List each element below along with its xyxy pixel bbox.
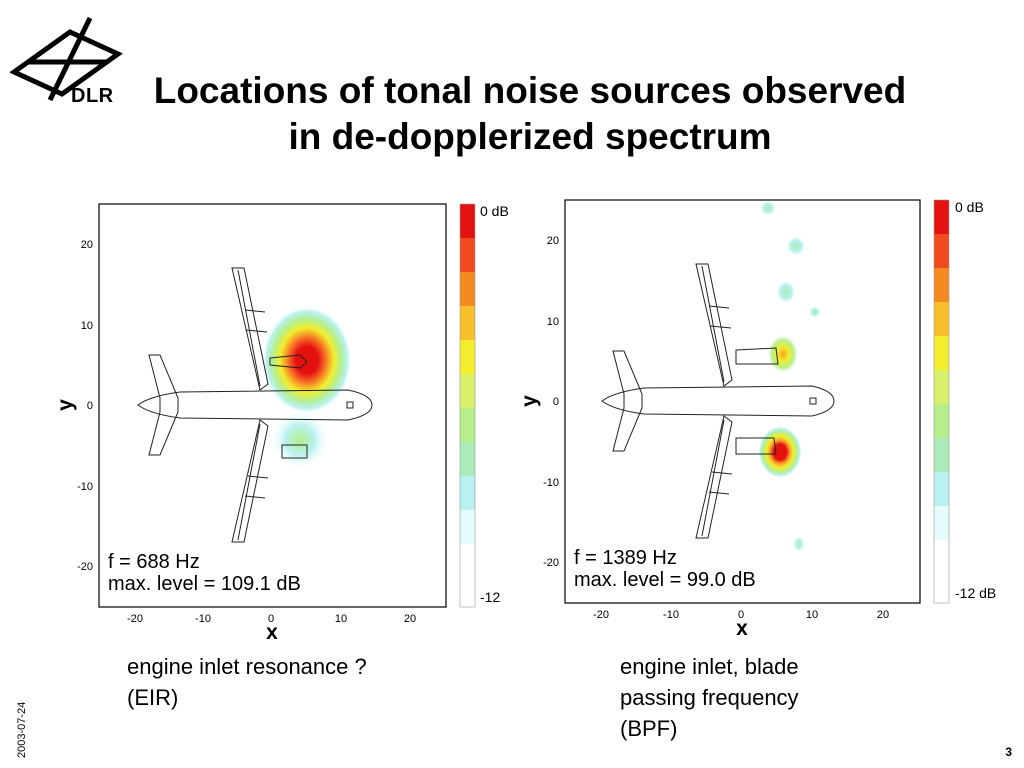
colorbar-segment: [934, 336, 949, 370]
colorbar-segment: [460, 408, 475, 442]
plot-frame: [564, 199, 921, 604]
y-tick-label: 0: [87, 400, 93, 412]
colorbar-segment: [460, 544, 475, 578]
colorbar-segment: [934, 234, 949, 268]
max-level-label: max. level = 99.0 dB: [574, 569, 756, 591]
x-tick-label: 10: [335, 613, 347, 625]
y-tick-label: 0: [553, 396, 559, 408]
y-axis: 20 10 0 -10 -20 y: [518, 235, 559, 569]
colorbar-segment: [460, 442, 475, 476]
slide-title: Locations of tonal noise sources observe…: [120, 68, 940, 160]
caption-bpf: engine inlet, blade passing frequency (B…: [620, 651, 799, 744]
x-tick-label: -10: [663, 609, 679, 621]
colorbar-segment: [460, 510, 475, 544]
x-tick-label: 0: [738, 609, 744, 621]
y-tick-label: -10: [543, 477, 559, 489]
noise-source-blob: [270, 410, 330, 470]
colorbar: 0 dB -12 dB: [933, 199, 996, 604]
x-tick-label: -20: [127, 613, 143, 625]
y-axis: 20 10 0 -10 -20 y: [54, 239, 93, 573]
y-tick-label: -20: [77, 561, 93, 573]
colorbar-bottom-label: -12: [480, 589, 500, 605]
x-axis: -20 -10 0 10 20 x: [593, 609, 889, 640]
colorbar-segment: [460, 238, 475, 272]
colorbar-segment: [460, 476, 475, 510]
colorbar-segment: [934, 540, 949, 574]
caption-line: engine inlet, blade: [620, 654, 799, 679]
caption-line: engine inlet resonance ?: [127, 654, 367, 679]
x-tick-label: 20: [877, 609, 889, 621]
colorbar-segment: [934, 302, 949, 336]
frequency-label: f = 1389 Hz: [574, 547, 677, 569]
y-axis-label: y: [54, 399, 77, 411]
y-tick-label: 20: [547, 235, 559, 247]
colorbar-segment: [934, 268, 949, 302]
noise-source-blob: [760, 200, 776, 216]
colorbar-segment: [934, 438, 949, 472]
slide-title-line-2: in de-dopplerized spectrum: [288, 116, 772, 157]
dlr-logo-icon: [10, 16, 123, 102]
colorbar-segment: [460, 306, 475, 340]
colorbar-segment: [460, 578, 475, 607]
y-tick-label: -10: [77, 481, 93, 493]
colorbar-segment: [934, 574, 949, 603]
colorbar-segment: [934, 472, 949, 506]
caption-line: passing frequency: [620, 685, 799, 710]
plot-frame: [98, 203, 447, 608]
caption-line: (EIR): [127, 685, 179, 710]
y-axis-label: y: [518, 395, 541, 407]
colorbar-segment: [934, 506, 949, 540]
x-axis: -20 -10 0 10 20 x: [127, 613, 416, 644]
slide-title-line-1: Locations of tonal noise sources observe…: [153, 70, 907, 111]
x-tick-label: 0: [268, 613, 274, 625]
colorbar-top-label: 0 dB: [480, 203, 509, 219]
slide-date: 2003-07-24: [16, 701, 28, 758]
colorbar: 0 dB -12: [459, 203, 509, 608]
noise-source-blob: [758, 426, 802, 478]
caption-line: (BPF): [620, 716, 678, 741]
noise-source-blob: [809, 306, 821, 318]
colorbar-top-label: 0 dB: [955, 199, 984, 215]
x-tick-label: 20: [404, 613, 416, 625]
plot-eir: -20 -10 0 10 20 x 20 10 0 -10 -20 y f = …: [54, 203, 509, 644]
colorbar-segment: [460, 204, 475, 238]
frequency-label: f = 688 Hz: [108, 551, 200, 573]
colorbar-segment: [460, 340, 475, 374]
x-tick-label: -20: [593, 609, 609, 621]
colorbar-segment: [934, 370, 949, 404]
y-tick-label: 10: [547, 316, 559, 328]
colorbar-segment: [934, 404, 949, 438]
noise-source-blob: [767, 334, 799, 374]
x-tick-label: -10: [195, 613, 211, 625]
x-tick-label: 10: [806, 609, 818, 621]
colorbar-segment: [460, 374, 475, 408]
plot-bpf: -20 -10 0 10 20 x 20 10 0 -10 -20 y f = …: [518, 199, 996, 640]
aircraft-outline: [137, 267, 373, 543]
max-level-label: max. level = 109.1 dB: [108, 573, 301, 595]
y-tick-label: -20: [543, 557, 559, 569]
colorbar-bottom-label: -12 dB: [955, 585, 996, 601]
noise-source-blob: [786, 236, 806, 256]
aircraft-outline: [601, 263, 835, 539]
x-axis-label: x: [736, 617, 748, 640]
page-number: 3: [1005, 745, 1012, 759]
noise-source-blob: [262, 306, 352, 414]
noise-source-blob: [793, 536, 805, 552]
x-axis-label: x: [266, 621, 278, 644]
y-tick-label: 10: [81, 320, 93, 332]
colorbar-segment: [460, 272, 475, 306]
colorbar-segment: [934, 200, 949, 234]
noise-source-blob: [776, 280, 796, 304]
caption-eir: engine inlet resonance ? (EIR): [127, 651, 367, 713]
dlr-logo-text: DLR: [71, 85, 114, 107]
y-tick-label: 20: [81, 239, 93, 251]
